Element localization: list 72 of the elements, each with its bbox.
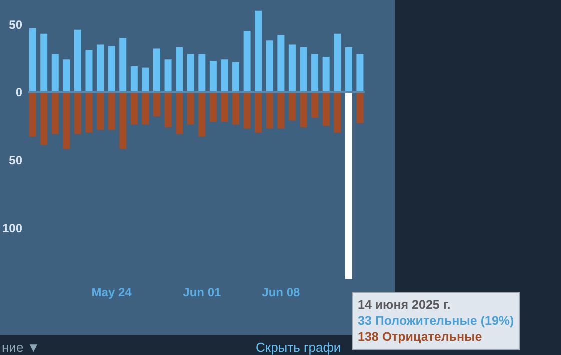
bar — [266, 40, 274, 92]
bar — [312, 54, 319, 92]
bar — [108, 92, 116, 130]
bar — [130, 92, 138, 125]
x-tick-label: Jun 08 — [262, 286, 301, 300]
x-tick-label: May 24 — [92, 286, 132, 300]
bar — [29, 28, 36, 92]
bar — [198, 92, 206, 137]
bar — [300, 92, 308, 128]
bar — [164, 92, 172, 128]
bar — [63, 92, 70, 150]
bar — [86, 50, 93, 92]
bar — [176, 92, 184, 134]
bar — [244, 31, 251, 92]
bar — [356, 54, 364, 92]
bar — [142, 68, 150, 92]
bar — [345, 47, 352, 92]
bar — [198, 54, 206, 92]
bar — [278, 92, 285, 129]
bar — [244, 92, 251, 129]
bar — [142, 92, 150, 125]
bar — [74, 92, 82, 134]
text: ние ▼ — [2, 340, 40, 355]
bar — [278, 35, 285, 92]
bar — [120, 38, 127, 92]
bar — [210, 61, 217, 92]
bar — [52, 92, 59, 134]
bar — [221, 60, 228, 92]
bar — [210, 92, 217, 122]
bar — [108, 46, 116, 92]
bar — [40, 92, 48, 146]
y-tick-label: 100 — [2, 221, 23, 236]
bar — [300, 47, 308, 92]
y-tick-label: 50 — [9, 153, 23, 168]
bar — [29, 92, 36, 137]
bar — [187, 92, 194, 125]
bar — [334, 92, 342, 133]
bar — [86, 92, 93, 133]
bar — [97, 92, 104, 130]
text: 138 Отрицательные — [358, 329, 484, 345]
bar — [266, 92, 274, 129]
bar — [312, 92, 319, 118]
x-tick-label: Jun 01 — [183, 286, 222, 300]
y-tick-label: 0 — [16, 86, 23, 100]
bar — [322, 92, 330, 126]
bar — [255, 10, 262, 92]
bar — [153, 92, 160, 117]
bar — [322, 56, 330, 92]
bar — [52, 54, 59, 92]
bar — [232, 62, 240, 92]
bar — [63, 60, 70, 92]
y-tick-label: 50 — [9, 18, 23, 32]
bar — [187, 54, 194, 92]
bar — [221, 92, 228, 122]
bar — [232, 92, 240, 125]
bar — [164, 60, 172, 92]
bar — [255, 92, 262, 133]
bar — [40, 34, 48, 92]
text: 14 июня 2025 г. — [358, 297, 452, 313]
bar — [356, 92, 364, 124]
bar — [288, 92, 296, 121]
text: Скрыть графи — [256, 340, 342, 355]
bar — [130, 66, 138, 92]
bar — [97, 44, 104, 92]
bar — [153, 48, 160, 92]
text: 33 Положительные (19%) — [358, 313, 514, 329]
bar — [288, 44, 296, 92]
bar — [176, 47, 184, 92]
bar — [74, 30, 82, 92]
bar — [345, 92, 352, 280]
bar — [120, 92, 127, 150]
bar — [334, 34, 342, 92]
